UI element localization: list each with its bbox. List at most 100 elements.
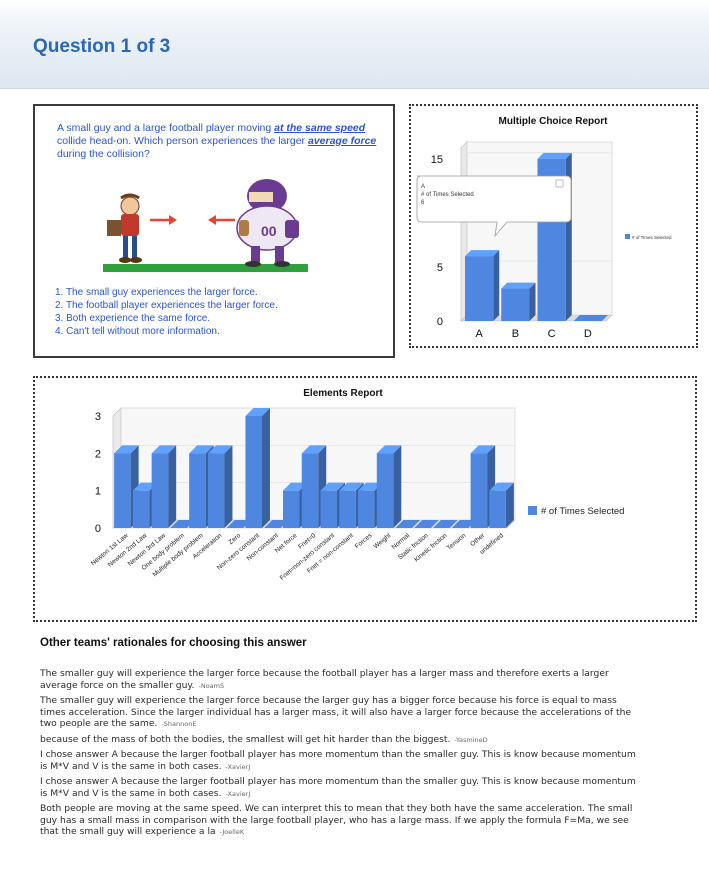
bar-front <box>358 490 375 528</box>
rationale-text: The smaller guy will experience the larg… <box>40 668 609 691</box>
bar <box>414 520 439 528</box>
answer-option-3: 3. Both experience the same force. <box>55 313 211 324</box>
rationale-item: The smaller guy will experience the larg… <box>40 668 640 692</box>
bar-front <box>245 416 262 528</box>
bar-front <box>189 453 206 528</box>
ground-strip <box>103 264 308 272</box>
bar-top <box>189 445 214 454</box>
bar-top <box>132 482 158 491</box>
bar-top <box>207 445 233 454</box>
x-tick-label: B <box>512 328 519 340</box>
bar-flat <box>451 520 477 528</box>
bar-side <box>261 408 270 528</box>
question-emphasis-speed: at the same speed <box>274 122 366 134</box>
bar <box>339 482 364 528</box>
tooltip-line: 6 <box>421 200 425 206</box>
bar-top <box>376 445 402 454</box>
question-text-part: during the collision? <box>57 148 150 160</box>
rationale-author: -XavierJ <box>225 762 251 771</box>
bar <box>464 250 500 321</box>
bar-front <box>464 256 494 321</box>
bar-side <box>505 482 514 528</box>
rationale-author: -NoamS <box>198 681 225 690</box>
bar <box>501 282 536 321</box>
bar-top <box>489 482 514 491</box>
multiple-choice-chart: Multiple Choice Report 0 5 15 A B C D # of Times… <box>416 116 672 340</box>
bar <box>395 520 421 528</box>
rationale-text: I chose answer A because the larger foot… <box>40 749 636 772</box>
bar-side <box>529 282 536 321</box>
bar-flat <box>573 315 609 321</box>
bar-top <box>537 152 572 159</box>
bar <box>376 445 402 528</box>
bar-front <box>470 453 488 528</box>
collision-illustration: 00 <box>103 179 308 272</box>
bar-flat <box>170 520 195 528</box>
x-tick-label: Zero <box>227 532 242 546</box>
bar <box>114 445 139 528</box>
tooltip-line: # of Times Selected <box>421 192 474 198</box>
bar-top <box>114 445 139 454</box>
rationale-item: because of the mass of both the bodies, … <box>40 734 640 747</box>
bar <box>226 520 252 528</box>
answer-options: 1. The small guy experiences the larger … <box>35 286 278 338</box>
bar <box>245 408 270 528</box>
bar-top <box>245 408 270 416</box>
bar-front <box>207 453 225 528</box>
question-card: A small guy and a large football player … <box>33 104 395 358</box>
question-emphasis-force: average force <box>307 135 377 147</box>
bar <box>132 482 158 528</box>
bar-flat <box>433 520 458 528</box>
rationale-item: Both people are moving at the same speed… <box>40 803 640 839</box>
y-tick-label: 15 <box>431 154 443 166</box>
bar-top <box>282 482 308 491</box>
bar <box>433 520 458 528</box>
x-tick-label: Tension <box>446 532 468 552</box>
y-tick-label: 0 <box>95 523 101 535</box>
rationale-author: -ShannonE <box>161 720 197 728</box>
bar <box>301 445 327 528</box>
x-tick-label: A <box>475 328 483 340</box>
rationale-item: I chose answer A because the larger foot… <box>40 749 640 773</box>
bar <box>451 520 477 528</box>
answer-option-2: 2. The football player experiences the l… <box>55 300 278 311</box>
bar-front <box>132 490 150 528</box>
bar-front <box>376 453 394 528</box>
legend-label: # of Times Selected <box>541 506 624 517</box>
tooltip-line: A <box>421 184 425 190</box>
bar-top <box>358 482 383 491</box>
question-text-part: A small guy and a large football player … <box>57 122 275 134</box>
bar <box>170 520 195 528</box>
bar-top <box>464 250 500 257</box>
legend-label: # of Times Selected <box>632 235 672 240</box>
tooltip-bubble <box>416 175 572 238</box>
bar-front <box>282 490 300 528</box>
bar-top <box>501 282 536 289</box>
y-tick-label: 3 <box>95 411 101 423</box>
bar-side <box>224 445 233 528</box>
page-header: Question 1 of 3 <box>0 0 709 89</box>
jersey-number: 00 <box>261 223 277 239</box>
bar-top <box>320 482 346 491</box>
rationale-text: The smaller guy will experience the larg… <box>40 695 632 729</box>
bar-flat <box>226 520 252 528</box>
bar-top <box>301 445 327 454</box>
chart-title: Elements Report <box>303 388 383 399</box>
rationale-text: Both people are moving at the same speed… <box>40 803 633 837</box>
bar-flat <box>264 520 289 528</box>
y-tick-label: 5 <box>437 262 443 274</box>
rationale-item: The smaller guy will experience the larg… <box>40 695 640 731</box>
small-guy-arrow <box>150 215 177 225</box>
bar-top <box>339 482 364 491</box>
answer-option-4: 4. Can't tell without more information. <box>55 326 220 337</box>
football-player-figure: 00 <box>236 179 299 267</box>
bar-front <box>489 490 506 528</box>
bar-front <box>114 453 131 528</box>
rationale-author: -JoelleK <box>219 828 245 836</box>
question-text: A small guy and a large football player … <box>57 122 387 161</box>
y-tick-label: 2 <box>95 448 101 460</box>
question-text-part: collide head-on. Which person experience… <box>57 135 308 147</box>
bar <box>151 445 177 528</box>
x-tick-label: C <box>548 328 556 340</box>
